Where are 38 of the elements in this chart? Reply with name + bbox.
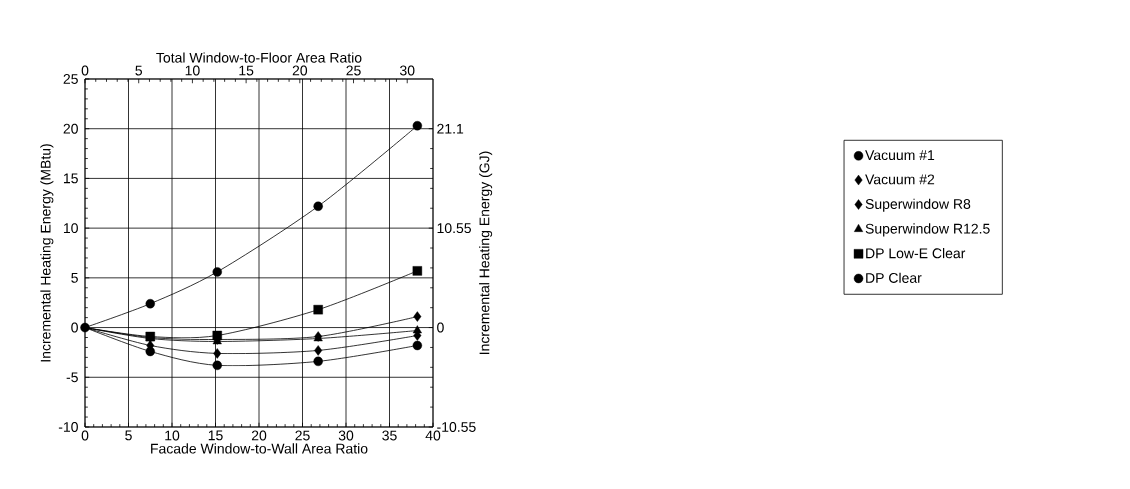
x2-tick-label: 0 (81, 65, 89, 76)
x-tick-label: 30 (338, 430, 354, 441)
legend-label: Vacuum #2 (865, 174, 935, 185)
x2-tick-label: 20 (292, 65, 308, 76)
x2-tick-label: 10 (185, 65, 200, 76)
y2-axis-title: Incremental Heating Energy (GJ) (479, 151, 493, 355)
x2-axis-title: Total Window-to-Floor Area Ratio (156, 52, 362, 63)
x-tick-label: 15 (208, 430, 223, 441)
x2-tick-label: 15 (239, 65, 254, 76)
legend-label: DP Low-E Clear (866, 247, 966, 259)
y2-tick-label: -10.55 (437, 422, 476, 432)
x2-tick-label: 30 (399, 65, 415, 76)
y-tick-label: -5 (66, 372, 78, 383)
y-tick-label: 25 (63, 74, 78, 84)
y2-tick-label: 10.55 (437, 223, 471, 234)
legend-label: Superwindow R12.5 (865, 223, 990, 237)
legend-label: DP Clear (866, 272, 922, 283)
y-tick-label: 0 (71, 322, 78, 333)
y-axis-title: Incremental Heating Energy (MBtu) (40, 144, 54, 362)
y-tick-label: 5 (71, 272, 78, 283)
y-tick-label: 20 (63, 123, 78, 134)
x-tick-label: 20 (251, 430, 267, 441)
x-tick-label: 25 (295, 430, 310, 441)
x-tick-label: 0 (81, 430, 89, 441)
x-tick-label: 5 (125, 430, 132, 441)
x2-tick-label: 5 (135, 65, 143, 76)
x-tick-label: 35 (382, 430, 397, 441)
x-tick-label: 10 (165, 430, 180, 441)
legend-label: Superwindow R8 (865, 198, 971, 212)
x2-tick-label: 25 (346, 65, 361, 76)
x-axis-title: Facade Window-to-Wall Area Ratio (151, 443, 368, 454)
legend-label: Vacuum #1 (865, 150, 935, 161)
x-tick-label: 40 (425, 430, 441, 441)
y-tick-label: 15 (63, 173, 78, 184)
y-tick-label: -10 (58, 422, 78, 432)
y2-tick-label: 21.1 (437, 123, 464, 134)
y2-tick-label: 0 (437, 322, 444, 333)
y-tick-label: 10 (63, 223, 78, 234)
